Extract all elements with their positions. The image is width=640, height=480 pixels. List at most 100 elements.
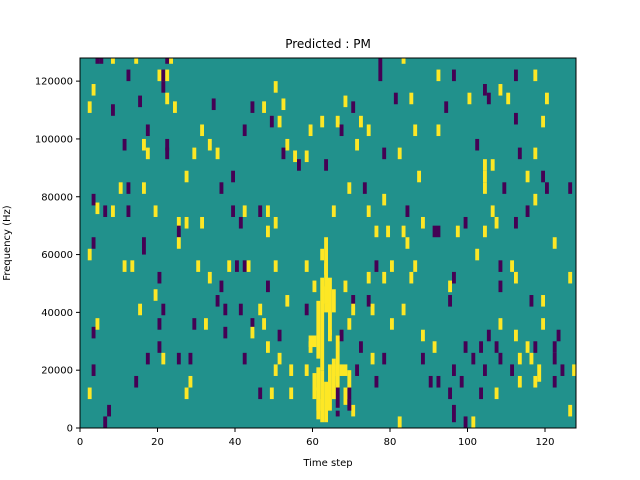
heatmap-cell xyxy=(320,370,325,423)
heatmap-cell xyxy=(483,159,487,171)
heatmap-cell xyxy=(238,216,243,229)
heatmap-cell xyxy=(111,104,115,116)
heatmap-cell xyxy=(498,280,503,293)
heatmap-cell xyxy=(165,138,170,151)
heatmap-cell xyxy=(269,387,274,400)
heatmap-cell xyxy=(316,367,321,420)
heatmap-cell xyxy=(281,98,286,111)
heatmap-cell xyxy=(552,237,557,249)
heatmap-cell xyxy=(401,225,406,238)
heatmap-cell xyxy=(231,205,236,217)
heatmap-cell xyxy=(490,159,495,171)
plot-frame xyxy=(79,57,577,429)
heatmap-cell xyxy=(479,387,484,400)
heatmap-cell xyxy=(370,352,375,365)
x-axis-label: Time step xyxy=(302,458,352,469)
heatmap-cell xyxy=(339,329,344,342)
heatmap-cell xyxy=(231,170,236,183)
heatmap-cell xyxy=(541,318,546,330)
heatmap-cell xyxy=(386,225,391,238)
heatmap-cell xyxy=(320,277,325,371)
heatmap-cell xyxy=(483,182,487,194)
heatmap-cell xyxy=(351,295,356,307)
heatmap-cell xyxy=(347,182,352,194)
heatmap-cell xyxy=(405,237,410,249)
heatmap-cell xyxy=(390,260,394,272)
heatmap-cell xyxy=(304,260,309,272)
heatmap-cell xyxy=(87,248,92,261)
heatmap-cell xyxy=(289,387,294,400)
heatmap-cell xyxy=(324,159,329,171)
y-axis-label: Frequency (Hz) xyxy=(2,205,13,281)
heatmap-cell xyxy=(417,170,422,183)
heatmap-cell xyxy=(91,84,96,96)
heatmap-cell xyxy=(269,115,274,128)
heatmap-cell xyxy=(196,260,201,272)
y-tick-label: 100000 xyxy=(35,134,73,145)
heatmap-cell xyxy=(157,271,162,284)
x-tick-label: 20 xyxy=(151,437,164,448)
heatmap-cell xyxy=(219,280,224,293)
heatmap-cell xyxy=(165,92,170,105)
heatmap-cell xyxy=(134,58,139,64)
x-tick-label: 60 xyxy=(306,437,319,448)
heatmap-cell xyxy=(506,92,511,105)
heatmap-cell xyxy=(359,115,363,128)
heatmap-cell xyxy=(285,138,290,151)
heatmap-cell xyxy=(91,326,96,339)
heatmap-cell xyxy=(277,352,282,365)
heatmap-cell xyxy=(556,329,561,342)
heatmap-cell xyxy=(99,58,104,64)
heatmap-cell xyxy=(266,205,270,217)
heatmap-cell xyxy=(432,225,437,238)
heatmap-cell xyxy=(308,335,313,348)
heatmap-cell xyxy=(568,182,573,194)
heatmap-cell xyxy=(258,205,263,217)
heatmap-cell xyxy=(165,147,170,160)
heatmap-cell xyxy=(335,410,340,417)
heatmap-cell xyxy=(541,295,546,307)
heatmap-cell xyxy=(320,115,325,128)
heatmap-cell xyxy=(351,404,356,417)
heatmap-cell xyxy=(498,84,503,96)
heatmap-cell xyxy=(552,375,557,388)
heatmap-cell xyxy=(161,69,166,82)
heatmap-cell xyxy=(552,352,557,365)
heatmap-cell xyxy=(502,182,507,194)
heatmap-cell xyxy=(494,387,499,400)
heatmap-cell xyxy=(266,280,270,293)
heatmap-cell xyxy=(192,318,197,330)
heatmap-cell xyxy=(413,124,418,137)
heatmap-cell xyxy=(324,237,329,313)
heatmap-cell xyxy=(200,216,205,229)
heatmap-cell xyxy=(235,260,239,272)
heatmap-cell xyxy=(382,352,387,365)
heatmap-cell xyxy=(351,303,356,316)
heatmap-cell xyxy=(176,216,181,229)
heatmap-cell xyxy=(541,170,546,183)
heatmap-cell xyxy=(293,150,298,163)
chart-title: Predicted : PM xyxy=(285,37,371,51)
heatmap-cell xyxy=(215,295,220,307)
heatmap-cell xyxy=(382,271,387,284)
heatmap-cell xyxy=(452,69,456,82)
heatmap-cell xyxy=(130,260,135,272)
heatmap-cell xyxy=(483,84,487,96)
heatmap-cell xyxy=(471,416,476,428)
heatmap-cell xyxy=(242,205,247,217)
heatmap-cell xyxy=(382,193,387,206)
heatmap-cell xyxy=(95,318,100,330)
heatmap-cell xyxy=(552,341,557,353)
heatmap-cell xyxy=(153,205,158,217)
heatmap-cell xyxy=(242,352,247,365)
heatmap-cell xyxy=(421,329,425,342)
heatmap-cell xyxy=(541,115,546,128)
heatmap-cell xyxy=(273,364,278,376)
heatmap-cell xyxy=(436,124,441,137)
heatmap-cell xyxy=(95,202,100,215)
heatmap-cell xyxy=(173,101,177,113)
heatmap-cell xyxy=(343,387,348,405)
heatmap-cell xyxy=(304,364,309,376)
heatmap-cell xyxy=(273,216,278,229)
heatmap-cell xyxy=(409,271,414,284)
